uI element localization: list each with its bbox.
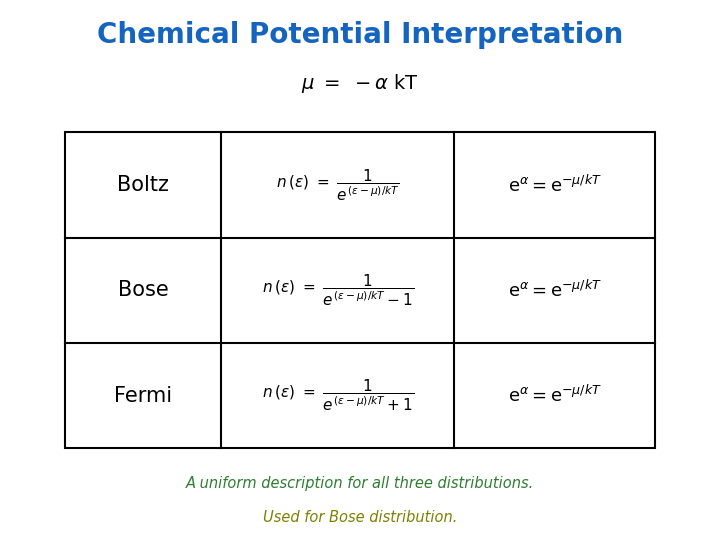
Text: $\mathrm{e}^{\alpha} = \mathrm{e}^{-\mu/kT}$: $\mathrm{e}^{\alpha} = \mathrm{e}^{-\mu/… xyxy=(508,385,602,406)
Text: $n\,(\varepsilon)\ =\ \dfrac{1}{e^{(\varepsilon-\mu)/kT}}$: $n\,(\varepsilon)\ =\ \dfrac{1}{e^{(\var… xyxy=(276,167,400,202)
Text: Boltz: Boltz xyxy=(117,175,169,195)
Text: $\mu\ =\ -\alpha\ \mathrm{k}\mathrm{T}$: $\mu\ =\ -\alpha\ \mathrm{k}\mathrm{T}$ xyxy=(301,72,419,95)
Text: Used for Bose distribution.: Used for Bose distribution. xyxy=(263,510,457,525)
Bar xyxy=(65,132,655,448)
Text: Fermi: Fermi xyxy=(114,386,172,406)
Text: A uniform description for all three distributions.: A uniform description for all three dist… xyxy=(186,476,534,491)
Text: Chemical Potential Interpretation: Chemical Potential Interpretation xyxy=(97,21,623,49)
Text: Bose: Bose xyxy=(117,280,168,300)
Text: $n\,(\varepsilon)\ =\ \dfrac{1}{e^{(\varepsilon-\mu)/kT}-1}$: $n\,(\varepsilon)\ =\ \dfrac{1}{e^{(\var… xyxy=(262,273,414,308)
Text: $\mathrm{e}^{\alpha} = \mathrm{e}^{-\mu/kT}$: $\mathrm{e}^{\alpha} = \mathrm{e}^{-\mu/… xyxy=(508,174,602,195)
Text: $\mathrm{e}^{\alpha} = \mathrm{e}^{-\mu/kT}$: $\mathrm{e}^{\alpha} = \mathrm{e}^{-\mu/… xyxy=(508,280,602,301)
Text: $n\,(\varepsilon)\ =\ \dfrac{1}{e^{(\varepsilon-\mu)/kT}+1}$: $n\,(\varepsilon)\ =\ \dfrac{1}{e^{(\var… xyxy=(262,378,414,413)
